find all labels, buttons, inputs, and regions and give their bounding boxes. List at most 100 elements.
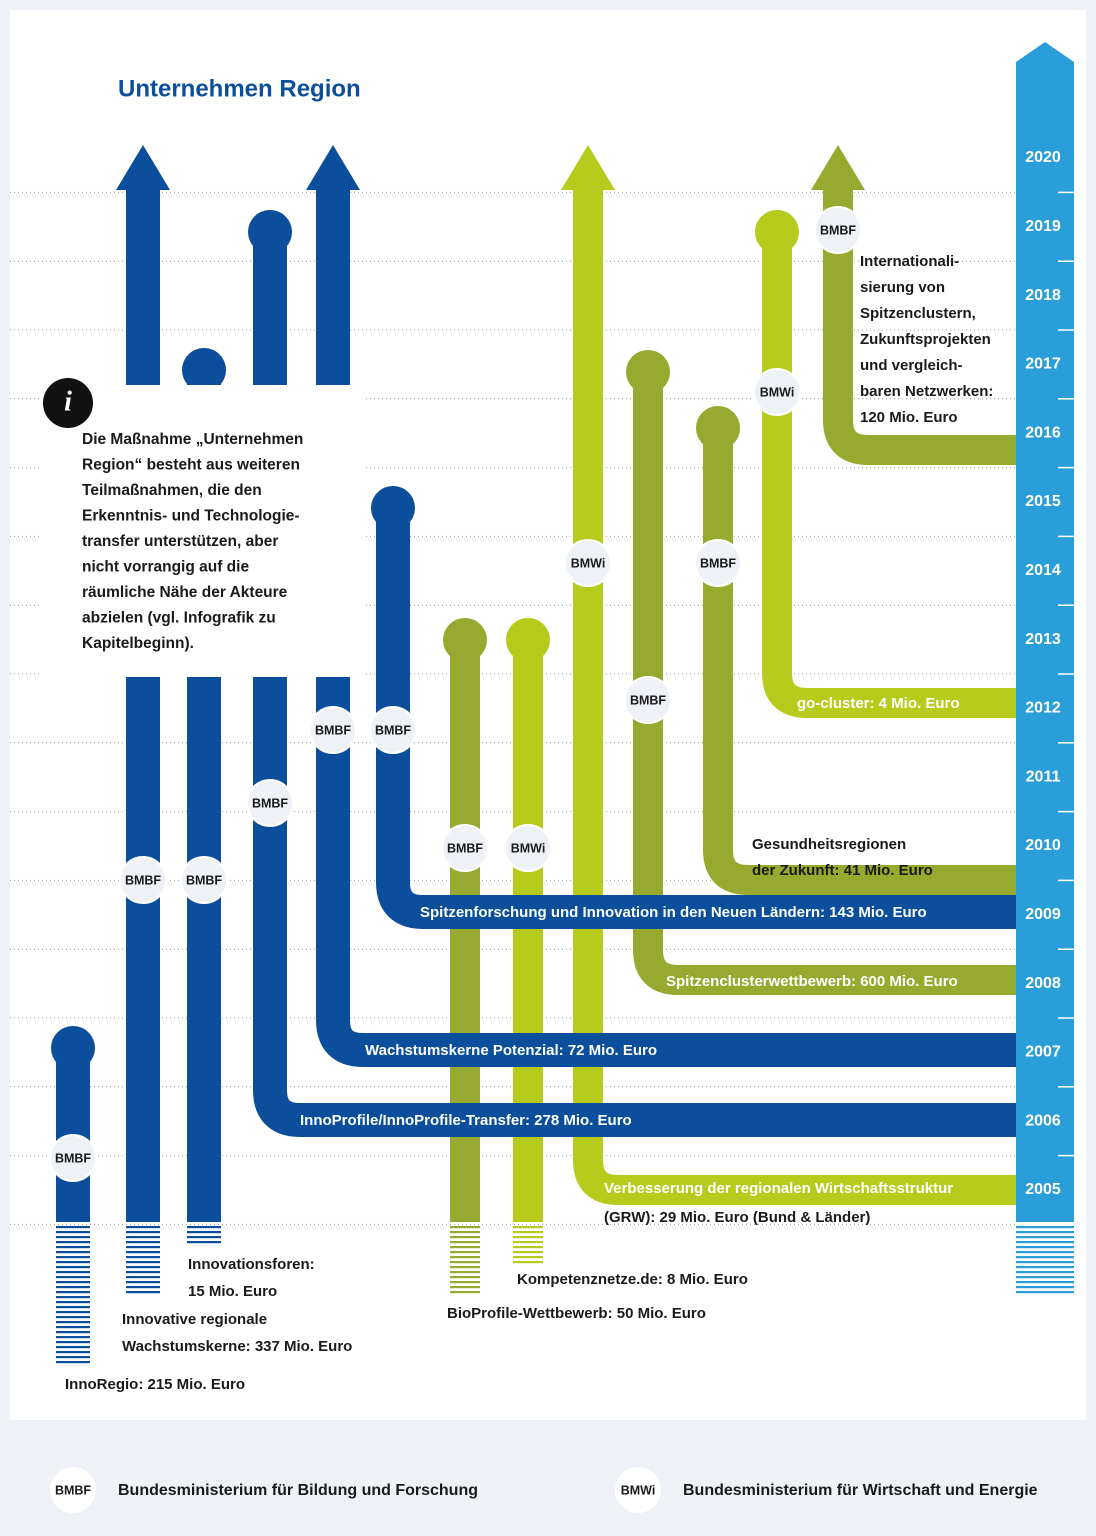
program	[811, 145, 1016, 465]
program-stripe	[56, 1231, 90, 1234]
year-label: 2019	[1025, 218, 1061, 235]
program-stripe	[126, 1251, 160, 1254]
program-label: baren Netzwerken:	[860, 383, 993, 400]
info-icon-circle	[43, 378, 93, 428]
axis-stripe	[1016, 1276, 1074, 1279]
program-stripe	[450, 1251, 480, 1254]
ministry-label: BMBF	[315, 723, 351, 737]
year-label: 2008	[1025, 975, 1061, 992]
program-stripe	[126, 1276, 160, 1279]
ministry-badge	[624, 676, 672, 724]
program-label: Spitzenclusterwettbewerb: 600 Mio. Euro	[666, 973, 958, 990]
program-stripe	[56, 1336, 90, 1339]
start-dot	[182, 348, 226, 392]
ministry-label: BMWi	[511, 841, 546, 855]
program	[561, 145, 1016, 1205]
legend-badge	[615, 1467, 661, 1513]
axis-stripe	[1016, 1261, 1074, 1264]
program-label: Spitzenclustern,	[860, 305, 976, 322]
ministry-badge	[753, 368, 801, 416]
axis-stripe	[1016, 1271, 1074, 1274]
start-dot	[696, 406, 740, 450]
year-axis	[1016, 42, 1074, 1222]
program-label: Gesundheitsregionen	[752, 836, 906, 853]
info-text: transfer unterstützen, aber	[82, 533, 278, 550]
start-dot	[443, 618, 487, 662]
year-label: 2011	[1026, 768, 1061, 785]
axis-stripe	[1016, 1236, 1074, 1239]
program-line	[703, 428, 1016, 895]
ministry-badge	[309, 706, 357, 754]
program-stripe	[450, 1276, 480, 1279]
program	[626, 350, 1016, 995]
program-stripe	[513, 1241, 543, 1244]
ministry-label: BMBF	[252, 796, 288, 810]
axis-stripe	[1016, 1251, 1074, 1254]
labels: BioProfile-Wettbewerb: 50 Mio. Euro Kompe…	[49, 206, 993, 1393]
start-dot	[506, 618, 550, 662]
start-dot	[371, 486, 415, 530]
program	[116, 145, 170, 1294]
ministry-label: BMBF	[186, 873, 222, 887]
program-line	[126, 185, 160, 1222]
program-stripe	[126, 1281, 160, 1284]
program-stripe	[513, 1226, 543, 1229]
ministry-badge	[564, 539, 612, 587]
program-stripe	[450, 1226, 480, 1229]
program-line	[823, 185, 1016, 465]
program-stripe	[126, 1271, 160, 1274]
year-label: 2017	[1025, 356, 1061, 373]
program-stripe	[56, 1261, 90, 1264]
program-stripe	[56, 1331, 90, 1334]
ministry-label: BMBF	[700, 556, 736, 570]
program	[248, 210, 1016, 1137]
program-label: der Zukunft: 41 Mio. Euro	[752, 862, 933, 879]
program-line	[316, 185, 1016, 1067]
start-dot	[248, 210, 292, 254]
program-label: Spitzenforschung und Innovation in den N…	[420, 904, 927, 921]
program-stripe	[126, 1231, 160, 1234]
program-stripe	[56, 1266, 90, 1269]
year-label: 2020	[1025, 149, 1061, 166]
program-label: (GRW): 29 Mio. Euro (Bund & Länder)	[604, 1209, 870, 1226]
axis-stripe	[1016, 1266, 1074, 1269]
year-label: 2009	[1025, 906, 1061, 923]
program-stripe	[56, 1286, 90, 1289]
legend-name: Bundesministerium für Wirtschaft und Ene…	[683, 1482, 1038, 1499]
program-stripe	[56, 1291, 90, 1294]
info-text: Teilmaßnahmen, die den	[82, 482, 262, 499]
program-label: Verbesserung der regionalen Wirtschaftss…	[604, 1180, 953, 1197]
bars: 2020 2019 2018 2017 2016 2015 2014 2013 2012 2011…	[51, 42, 1074, 1364]
program-stripe	[56, 1351, 90, 1354]
program-stripe	[56, 1356, 90, 1359]
year-label: 2012	[1025, 700, 1061, 717]
program-line	[376, 508, 1016, 929]
program-stripe	[56, 1301, 90, 1304]
ministry-label: BMWi	[571, 556, 606, 570]
program	[306, 145, 1016, 1067]
info-background	[40, 385, 365, 677]
program-label: Wachstumskerne Potenzial: 72 Mio. Euro	[365, 1042, 657, 1059]
program-stripe	[126, 1256, 160, 1259]
ministry-label: BMBF	[375, 723, 411, 737]
axis-stripe	[1016, 1241, 1074, 1244]
program-line	[253, 232, 1016, 1137]
program-stripe	[187, 1241, 221, 1244]
axis-stripe	[1016, 1281, 1074, 1284]
ministry-badge	[504, 824, 552, 872]
year-label: 2010	[1025, 837, 1061, 854]
ministry-label: BMBF	[125, 873, 161, 887]
year-label: 2013	[1025, 631, 1061, 648]
program-stripe	[126, 1246, 160, 1249]
ministry-label: BMBF	[630, 693, 666, 707]
program-stripe	[187, 1226, 221, 1229]
legend-name: Bundesministerium für Bildung und Forsch…	[118, 1482, 478, 1499]
info-text: Erkenntnis- und Technologie-	[82, 508, 300, 525]
year-label: 2006	[1025, 1112, 1061, 1129]
program-stripe	[56, 1251, 90, 1254]
program-stripe	[56, 1256, 90, 1259]
program	[755, 210, 1016, 718]
program-stripe	[126, 1241, 160, 1244]
program-label: Internationali-	[860, 253, 959, 270]
program-stripe	[187, 1236, 221, 1239]
